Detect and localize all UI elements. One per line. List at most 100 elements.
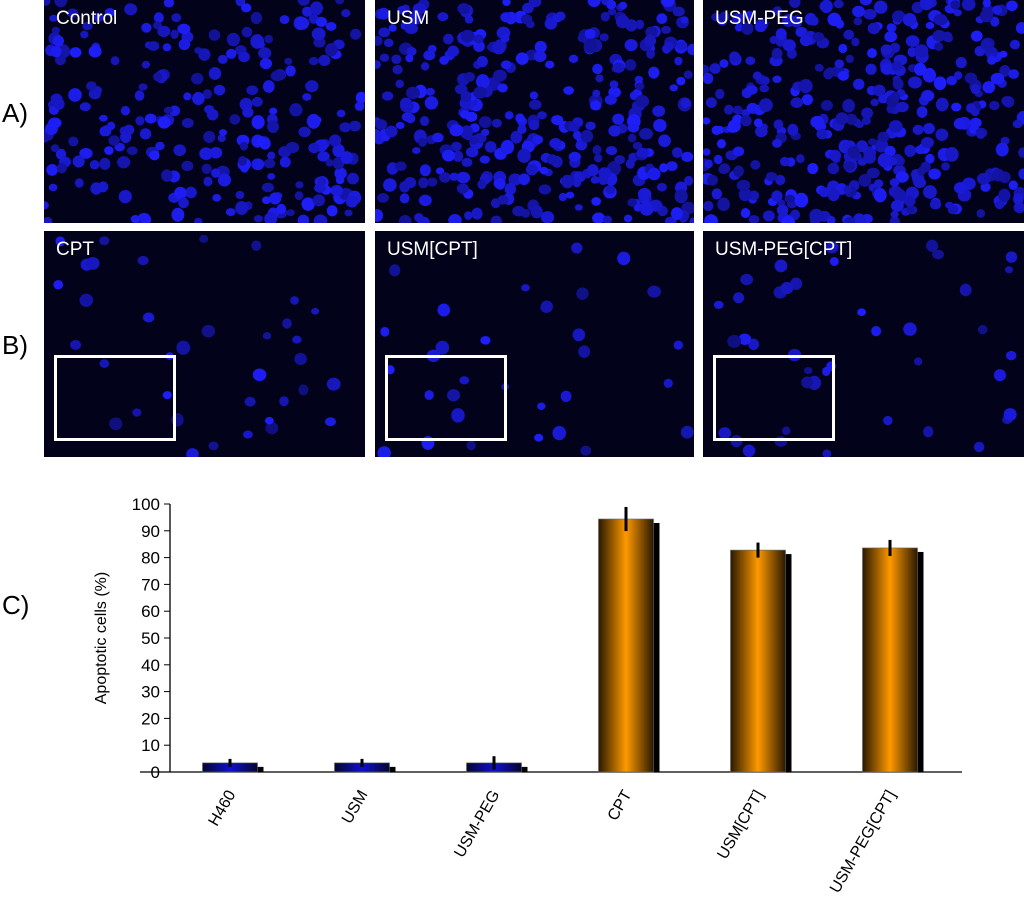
cell-nucleus [724,104,734,115]
cell-nucleus [552,425,567,441]
cell-nucleus [493,177,506,189]
cell-nucleus [239,141,249,151]
cell-nucleus [317,151,330,162]
cell-nucleus [976,130,986,139]
cell-nucleus [609,80,619,89]
cell-nucleus [181,118,194,128]
cell-nucleus [318,54,331,66]
cell-nucleus [521,284,530,292]
cell-nucleus [475,74,490,89]
cell-nucleus [418,194,432,207]
cell-nucleus [544,17,558,30]
cell-nucleus [79,102,91,112]
cell-nucleus [568,54,579,64]
cell-nucleus [738,333,752,345]
cell-nucleus [659,163,669,173]
cell-nucleus [907,76,922,89]
cell-nucleus [1005,251,1018,263]
cell-nucleus [772,75,782,83]
cell-nucleus [914,44,929,58]
cell-nucleus [267,120,279,133]
cell-nucleus [560,390,572,403]
cell-nucleus [452,150,464,162]
cell-nucleus [590,175,600,184]
cell-nucleus [923,426,934,438]
cell-nucleus [473,86,487,99]
cell-nucleus [344,209,353,217]
cell-nucleus [644,34,657,47]
cell-nucleus [662,0,675,7]
cell-nucleus [605,146,618,156]
cell-nucleus [715,88,725,100]
cell-nucleus [478,116,492,129]
cell-nucleus [568,121,580,132]
cell-nucleus [147,41,160,51]
y-tick-label: 40 [141,656,160,675]
cell-nucleus [719,163,731,174]
cell-nucleus [729,51,740,62]
cell-nucleus [456,171,471,184]
cell-nucleus [491,118,502,128]
cell-nucleus [419,164,431,177]
cell-nucleus [53,98,65,110]
cell-nucleus [437,303,451,317]
cell-nucleus [447,45,460,57]
cell-nucleus [892,78,904,90]
cell-nucleus [409,13,422,25]
cell-nucleus [781,215,796,223]
cell-nucleus [449,124,464,137]
cell-nucleus [602,215,613,223]
cell-nucleus [251,240,262,251]
cell-nucleus [253,214,264,223]
cell-nucleus [953,117,967,130]
cell-nucleus [178,197,189,209]
microscopy-panel-usm-peg-cpt-: USM-PEG[CPT] [703,231,1024,457]
cell-nucleus [529,99,542,110]
cell-nucleus [217,134,226,143]
cell-nucleus [377,192,389,203]
cell-nucleus [163,0,175,8]
cell-nucleus [922,67,937,83]
cell-nucleus [718,427,732,440]
cell-nucleus [684,175,694,186]
x-tick-label: USM [339,788,372,827]
cell-nucleus [753,118,763,128]
cell-nucleus [178,38,191,51]
cell-nucleus [540,300,553,313]
cell-nucleus [748,338,760,351]
cell-nucleus [808,15,819,26]
cell-nucleus [142,312,155,323]
cell-nucleus [308,142,320,154]
cell-nucleus [653,118,667,132]
cell-nucleus [615,14,630,29]
cell-nucleus [162,43,172,52]
cell-nucleus [51,26,61,34]
y-tick-label: 80 [141,549,160,568]
cell-nucleus [86,257,100,270]
cell-nucleus [672,6,685,17]
cell-nucleus [240,3,252,13]
cell-nucleus [903,195,916,207]
cell-nucleus [886,23,896,32]
cell-nucleus [853,213,866,223]
bar-usm-cpt- [730,549,786,773]
cell-nucleus [572,328,586,342]
cell-nucleus [754,21,767,33]
cell-nucleus [515,52,529,65]
cell-nucleus [618,1,628,10]
cell-nucleus [980,39,992,50]
cell-nucleus [779,156,790,167]
cell-nucleus [748,215,760,223]
cell-nucleus [144,113,157,124]
cell-nucleus [561,174,574,189]
cell-nucleus [884,31,898,43]
cell-nucleus [202,89,212,99]
cell-nucleus [733,105,743,115]
row-label-c: C) [2,590,30,620]
cell-nucleus [537,111,547,120]
cell-nucleus [229,114,241,125]
cell-nucleus [311,27,326,41]
cell-nucleus [157,116,171,129]
cell-nucleus [941,162,950,171]
cell-nucleus [843,185,853,194]
